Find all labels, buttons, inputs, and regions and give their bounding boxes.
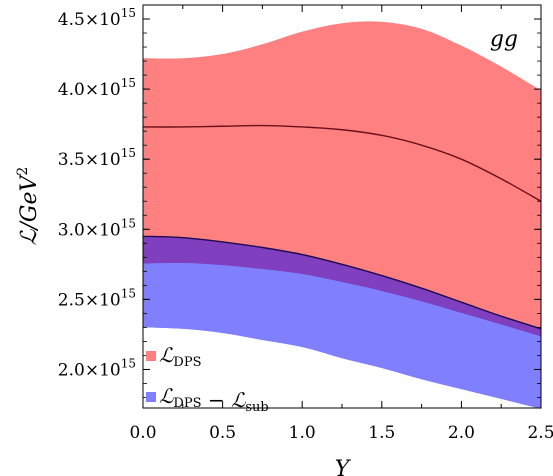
- legend-subscript: sub: [245, 400, 268, 415]
- ticks: [142, 5, 542, 408]
- central-lines: [142, 124, 542, 330]
- y-tick-label-2: 3.0×1015: [58, 216, 136, 240]
- y-tick-mantissa: 3.5×10: [58, 150, 121, 170]
- y-tick-exponent: 15: [121, 356, 136, 370]
- x-tick-label-2: 1.0: [289, 423, 316, 443]
- x-tick-label-3: 1.5: [368, 423, 395, 443]
- central-line-dps: [142, 124, 542, 202]
- legend-swatch-dps: [146, 351, 156, 361]
- y-tick-exponent: 15: [121, 146, 136, 160]
- band-dps-minus-sub-lower: [143, 262, 541, 409]
- legend-symbol: ℒ: [159, 384, 174, 408]
- y-tick-exponent: 15: [121, 216, 136, 230]
- x-tick-label-0: 0.0: [129, 423, 156, 443]
- band-overlap: [143, 236, 541, 337]
- y-tick-exponent: 15: [121, 76, 136, 90]
- legend-label-dps: ℒDPS: [159, 343, 201, 370]
- y-tick-mantissa: 2.0×10: [58, 360, 121, 380]
- legend-symbol: ℒ: [231, 388, 246, 412]
- x-tick-label-5: 2.5: [527, 423, 553, 443]
- legend-symbol: ℒ: [159, 343, 174, 367]
- x-tick-label-1: 0.5: [209, 423, 236, 443]
- y-axis-title-sup: 2: [15, 167, 31, 176]
- legend-swatch-dps-minus-sub: [146, 392, 156, 402]
- y-tick-label-0: 2.0×1015: [58, 356, 136, 380]
- central-line-dps-minus-sub: [142, 235, 542, 330]
- y-tick-mantissa: 4.5×10: [58, 10, 121, 30]
- y-tick-label-1: 2.5×1015: [58, 286, 136, 310]
- y-axis-title-main: ℒ/GeV: [17, 173, 42, 245]
- y-tick-exponent: 15: [121, 286, 136, 300]
- bands: [143, 21, 541, 409]
- y-tick-label-5: 4.5×1015: [58, 6, 136, 30]
- band-dps: [143, 21, 541, 329]
- y-tick-label-4: 4.0×1015: [58, 76, 136, 100]
- annotation-gg: gg: [490, 27, 518, 52]
- y-tick-mantissa: 2.5×10: [58, 290, 121, 310]
- legend-subscript: DPS: [173, 355, 201, 370]
- legend: ℒDPS ℒDPS − ℒsub: [146, 343, 269, 415]
- y-tick-mantissa: 4.0×10: [58, 80, 121, 100]
- tick-labels: 0.0 0.5 1.0 1.5 2.0 2.52.0×10152.5×10153.0×10…: [58, 6, 553, 443]
- legend-operator: −: [201, 388, 230, 412]
- y-axis-title: ℒ/GeV2: [15, 167, 42, 246]
- x-axis-title: Y: [335, 457, 352, 476]
- y-tick-exponent: 15: [121, 6, 136, 20]
- y-tick-label-3: 3.5×1015: [58, 146, 136, 170]
- x-tick-label-4: 2.0: [448, 423, 475, 443]
- y-tick-mantissa: 3.0×10: [58, 220, 121, 240]
- legend-subscript: DPS: [173, 396, 201, 411]
- legend-label-dps-minus-sub: ℒDPS − ℒsub: [159, 384, 269, 415]
